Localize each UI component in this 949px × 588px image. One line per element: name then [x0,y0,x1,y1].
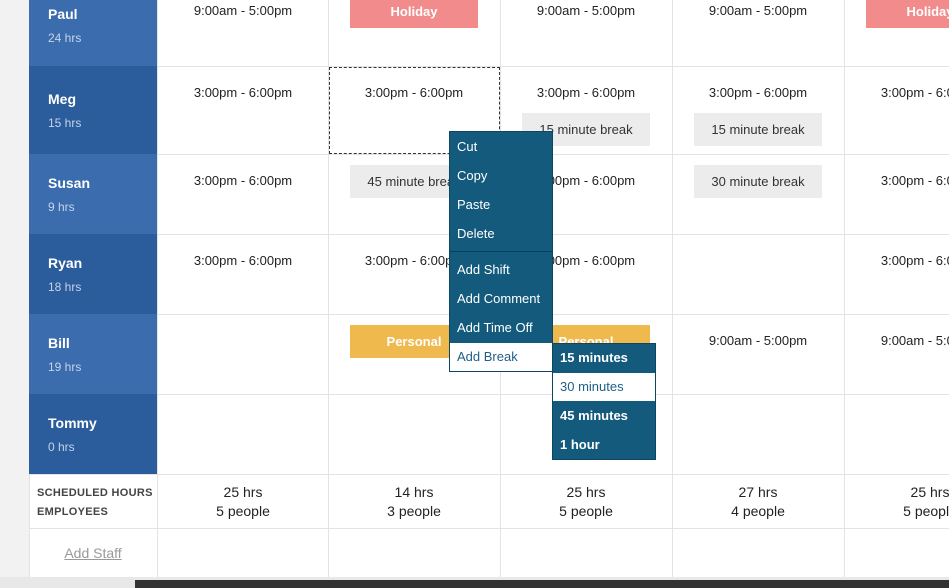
grid-line [157,0,158,577]
grid-line [672,0,673,577]
employee-name[interactable]: Bill [48,335,70,351]
grid-line [29,474,30,577]
summary-value: 14 hrs [394,484,434,500]
employee-name[interactable]: Paul [48,6,78,22]
employee-hours: 0 hrs [48,440,75,454]
schedule-cell[interactable] [845,155,949,234]
grid-line [157,234,949,235]
schedule-cell[interactable] [158,395,329,474]
shift-time[interactable]: 3:00pm - 6:00pm [880,253,949,268]
schedule-cell[interactable] [845,315,949,394]
shift-time[interactable]: 3:00pm - 6:00pm [536,173,636,188]
submenu [552,343,656,460]
schedule-cell[interactable] [158,235,329,314]
grid-line [844,0,845,577]
grid-line [29,528,949,529]
schedule-cell[interactable] [329,67,500,154]
summary-value: 4 people [731,503,785,519]
shift-time[interactable]: 3:00pm - 6:00pm [364,85,464,100]
schedule-cell[interactable] [845,235,949,314]
submenu-item[interactable]: 30 minutes [560,379,624,394]
schedule-cell[interactable] [158,67,329,154]
employee-hours: 15 hrs [48,116,82,130]
menu-item[interactable]: Add Shift [457,262,510,277]
schedule-cell[interactable] [845,67,949,154]
shift-time[interactable]: 3:00pm - 6:00pm [880,85,949,100]
break-badge[interactable]: 15 minute break [694,113,822,146]
shift-time[interactable]: 3:00pm - 6:00pm [193,253,293,268]
menu-item[interactable]: Cut [457,139,478,154]
left-strip [0,0,29,577]
break-badge[interactable]: 30 minute break [694,165,822,198]
schedule-cell[interactable] [673,235,844,314]
shift-time[interactable]: 3:00pm - 6:00pm [364,253,464,268]
submenu-item[interactable]: 15 minutes [560,350,628,365]
summary-label: SCHEDULED HOURS [37,487,153,499]
shift-time[interactable]: 9:00am - 5:00pm [708,333,808,348]
summary-value: 27 hrs [738,484,778,500]
grid-line [157,154,949,155]
menu-item[interactable]: Delete [457,226,495,241]
employee-cell[interactable] [29,234,157,314]
summary-value: 5 people [903,503,949,519]
schedule-cell[interactable] [158,155,329,234]
employee-hours: 18 hrs [48,280,82,294]
menu-highlight [450,343,552,371]
holiday-badge[interactable]: Holiday [350,0,478,28]
summary-label: EMPLOYEES [37,506,109,518]
shift-time[interactable]: 3:00pm - 6:00pm [536,85,636,100]
summary-value: 5 people [216,503,270,519]
employee-hours: 9 hrs [48,200,75,214]
shift-time[interactable]: 3:00pm - 6:00pm [708,85,808,100]
employee-cell[interactable] [29,0,157,66]
submenu-item[interactable]: 1 hour [560,437,600,452]
shift-time[interactable]: 9:00am - 5:00pm [193,3,293,18]
menu-separator [450,251,552,252]
employee-name[interactable]: Meg [48,91,76,107]
grid-line [29,474,949,475]
shift-time[interactable]: 3:00pm - 6:00pm [193,85,293,100]
employee-name[interactable]: Tommy [48,415,97,431]
summary-value: 5 people [559,503,613,519]
holiday-badge[interactable]: Holiday [866,0,949,28]
employee-cell[interactable] [29,154,157,234]
shift-time[interactable]: 9:00am - 5:00pm [536,3,636,18]
add-staff-link[interactable]: Add Staff [64,545,122,561]
shift-time[interactable]: 9:00am - 5:00pm [708,3,808,18]
menu-item[interactable]: Paste [457,197,491,212]
grid-line [328,0,329,577]
employee-hours: 19 hrs [48,360,82,374]
schedule-cell[interactable] [158,315,329,394]
schedule-cell[interactable] [673,315,844,394]
shift-time[interactable]: 3:00pm - 6:00pm [536,253,636,268]
submenu-item[interactable]: 45 minutes [560,408,628,423]
shift-time[interactable]: 9:00am - 5:00pm [880,333,949,348]
schedule-cell[interactable] [845,395,949,474]
employee-cell[interactable] [29,66,157,154]
grid-line [157,314,949,315]
employee-hours: 24 hrs [48,31,82,45]
shift-time[interactable]: 3:00pm - 6:00pm [880,173,949,188]
menu-item[interactable]: Copy [457,168,488,183]
summary-value: 25 hrs [223,484,263,500]
bottom-bar-dark [135,580,949,588]
employee-name[interactable]: Susan [48,175,91,191]
summary-value: 25 hrs [566,484,606,500]
employee-name[interactable]: Ryan [48,255,83,271]
schedule-cell[interactable] [673,395,844,474]
summary-value: 25 hrs [910,484,949,500]
schedule-cell[interactable] [329,395,500,474]
shift-time[interactable]: 3:00pm - 6:00pm [193,173,293,188]
menu-item[interactable]: Add Break [457,349,518,364]
menu-item[interactable]: Add Time Off [457,320,533,335]
summary-value: 3 people [387,503,441,519]
submenu-highlight [553,373,655,401]
employee-cell[interactable] [29,314,157,394]
menu-item[interactable]: Add Comment [457,291,541,306]
employee-cell[interactable] [29,394,157,474]
grid-line [157,66,949,67]
